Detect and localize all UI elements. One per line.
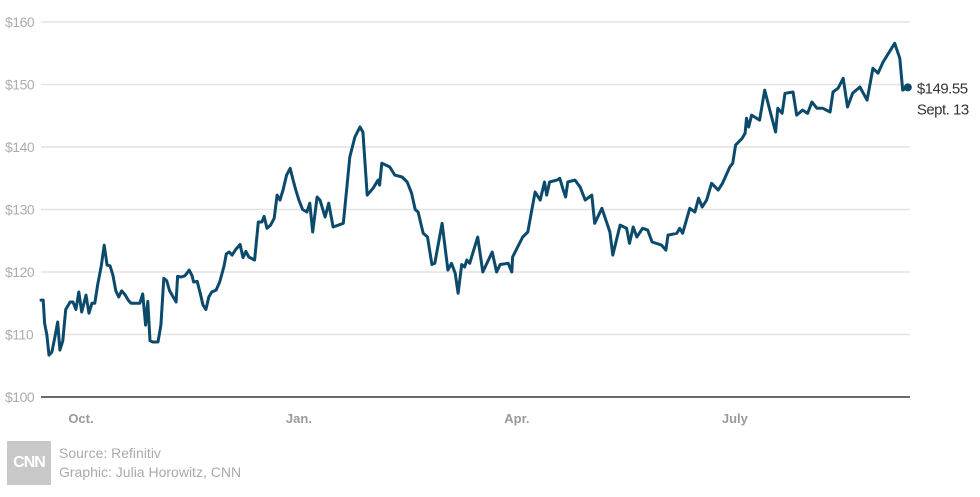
y-axis-ticks: $100 $110 $120 $130 $140 $150 $160 — [5, 14, 35, 405]
price-line — [39, 41, 910, 357]
y-tick-label: $100 — [5, 389, 35, 405]
y-tick-label: $120 — [5, 264, 35, 280]
x-tick-label: July — [722, 411, 749, 426]
last-price-label: $149.55 — [917, 80, 968, 97]
graphic-credit: Graphic: Julia Horowitz, CNN — [59, 464, 242, 480]
footer: CNN Source: Refinitiv Graphic: Julia Hor… — [7, 441, 241, 485]
y-tick-label: $150 — [5, 77, 35, 93]
x-tick-label: Apr. — [504, 411, 529, 426]
x-tick-label: Oct. — [68, 411, 93, 426]
last-price-date: Sept. 13 — [917, 101, 969, 118]
x-tick-label: Jan. — [286, 411, 312, 426]
x-axis-ticks: Oct. Jan. Apr. July — [68, 411, 748, 426]
source-text: Source: Refinitiv — [59, 445, 161, 461]
y-tick-label: $110 — [5, 327, 34, 343]
gridlines — [41, 21, 910, 336]
last-price-dot — [903, 83, 912, 92]
y-tick-label: $160 — [5, 14, 35, 30]
stock-price-chart: $100 $110 $120 $130 $140 $150 $160 Oct. Jan. Apr… — [5, 14, 969, 426]
cnn-logo: CNN — [7, 441, 51, 485]
y-tick-label: $140 — [5, 139, 35, 155]
y-tick-label: $130 — [5, 202, 35, 218]
credits: Source: Refinitiv Graphic: Julia Horowit… — [59, 444, 241, 482]
